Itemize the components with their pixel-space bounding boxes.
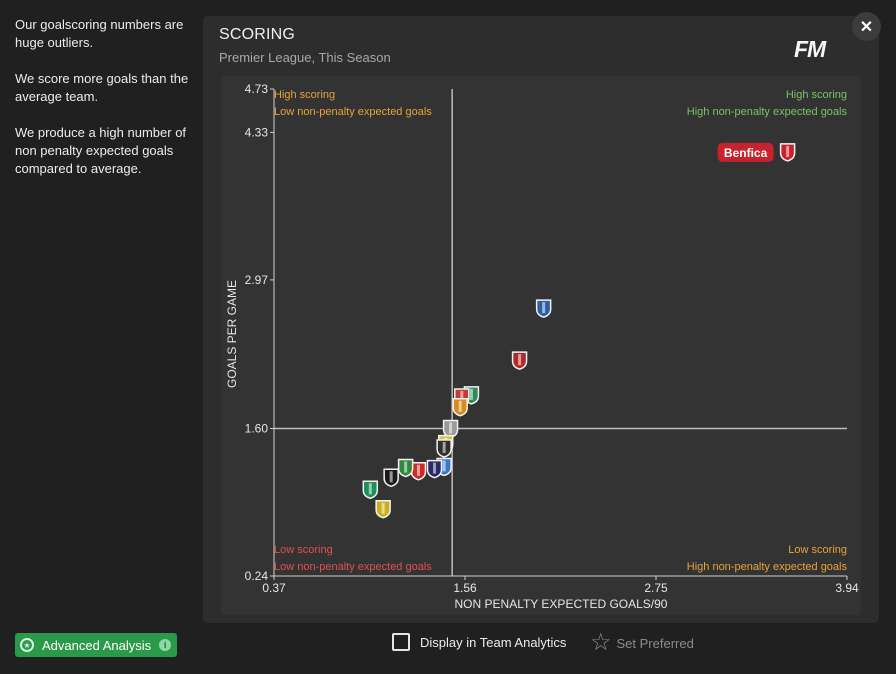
team-crest-point (410, 462, 427, 481)
crest-stripe (442, 460, 446, 472)
quadrant-label-bottom-right: Low scoring High non-penalty expected go… (687, 542, 847, 576)
insight-text: We produce a high number of non penalty … (15, 125, 187, 176)
crest-stripe (458, 400, 462, 412)
scoring-panel: SCORING Premier League, This Season FM 4… (203, 16, 879, 623)
y-tick-label: 0.24 (245, 569, 269, 583)
display-label: Display in Team Analytics (420, 634, 567, 650)
x-tick-label: 0.37 (262, 581, 286, 595)
crest-stripe (381, 502, 385, 514)
panel-subtitle: Premier League, This Season (219, 50, 391, 65)
crest-stripe (518, 354, 522, 366)
highlight-badge (717, 142, 774, 162)
crest-stripe (469, 388, 473, 400)
quadrant-label-top-left: High scoring Low non-penalty expected go… (274, 87, 432, 121)
display-in-team-analytics-toggle[interactable]: Display in Team Analytics (392, 633, 566, 651)
scatter-chart: 4.73 4.33 2.97 1.60 0.24 0.37 1.56 2.75 3.94 NON … (221, 76, 861, 615)
crest-stripe (442, 442, 446, 454)
footer-bar: ★ Advanced Analysis i Display in Team An… (0, 630, 896, 660)
insight-text: Our goalscoring numbers are huge outlier… (15, 17, 184, 50)
team-crest-point (452, 398, 468, 417)
chart-svg: 4.73 4.33 2.97 1.60 0.240.37 1.56 2.75 3.94 NON … (225, 82, 859, 611)
crest-stripe (542, 302, 546, 314)
quadrant-label-line: High scoring (274, 89, 336, 101)
x-tick-label: 3.94 (835, 581, 859, 595)
insights-sidebar: Our goalscoring numbers are huge outlier… (15, 16, 197, 196)
close-button[interactable]: ✕ (852, 12, 881, 41)
team-crest-point (383, 468, 399, 488)
x-axis-label: NON PENALTY EXPECTED GOALS/90 (455, 597, 668, 611)
info-icon[interactable]: i (159, 639, 172, 651)
x-tick-label: 2.75 (644, 581, 668, 595)
y-tick-label: 1.60 (245, 421, 269, 435)
quadrant-label-line: High scoring (785, 89, 847, 101)
team-crest-point (362, 480, 379, 500)
display-checkbox[interactable] (392, 633, 410, 651)
crest-stripe (433, 462, 437, 474)
quadrant-label-bottom-left: Low scoring Low non-penalty expected goa… (274, 542, 432, 576)
quadrant-label-line: Low scoring (788, 544, 847, 556)
y-tick-label: 4.33 (245, 125, 269, 139)
star-badge-icon: ★ (20, 638, 34, 652)
quadrant-label-line: Low scoring (274, 544, 333, 556)
quadrant-label-top-right: High scoring High non-penalty expected g… (687, 87, 847, 121)
crest-stripe (449, 422, 453, 434)
y-axis-label: GOALS PER GAME (225, 280, 239, 388)
highlight-team-label: Benfica (724, 146, 768, 160)
advanced-analysis-label: Advanced Analysis (42, 637, 152, 653)
x-tick-label: 1.56 (453, 581, 477, 595)
insight-text: We score more goals than the average tea… (15, 71, 189, 104)
y-tick-label: 4.73 (245, 82, 269, 96)
team-crest-point (375, 500, 391, 519)
quadrant-label-line: Low non-penalty expected goals (274, 561, 432, 573)
star-icon: ☆ (590, 629, 612, 656)
crest-stripe (368, 483, 372, 495)
close-icon: ✕ (859, 18, 874, 36)
crest-stripe (460, 391, 464, 403)
set-preferred-label: Set Preferred (616, 635, 694, 651)
y-tick-label: 2.97 (245, 273, 269, 287)
crest-stripe (389, 471, 393, 483)
team-crest-point (426, 459, 443, 479)
crest-stripe (786, 145, 790, 157)
team-crest-point (535, 299, 552, 318)
quadrant-label-line: High non-penalty expected goals (686, 561, 847, 573)
quadrant-label-line: High non-penalty expected goals (686, 106, 847, 118)
fm-logo: FM (794, 36, 826, 62)
crest-stripe (416, 464, 420, 476)
crest-stripe (404, 461, 408, 473)
set-preferred-button[interactable]: ☆ Set Preferred (590, 631, 694, 655)
advanced-analysis-button[interactable]: ★ Advanced Analysis i (15, 633, 178, 657)
quadrant-label-line: Low non-penalty expected goals (274, 106, 432, 118)
team-crest-point (779, 143, 796, 162)
panel-title: SCORING (219, 26, 296, 43)
team-crest-point (397, 458, 414, 478)
team-crest-point (436, 439, 452, 458)
team-crest-point (511, 351, 528, 370)
